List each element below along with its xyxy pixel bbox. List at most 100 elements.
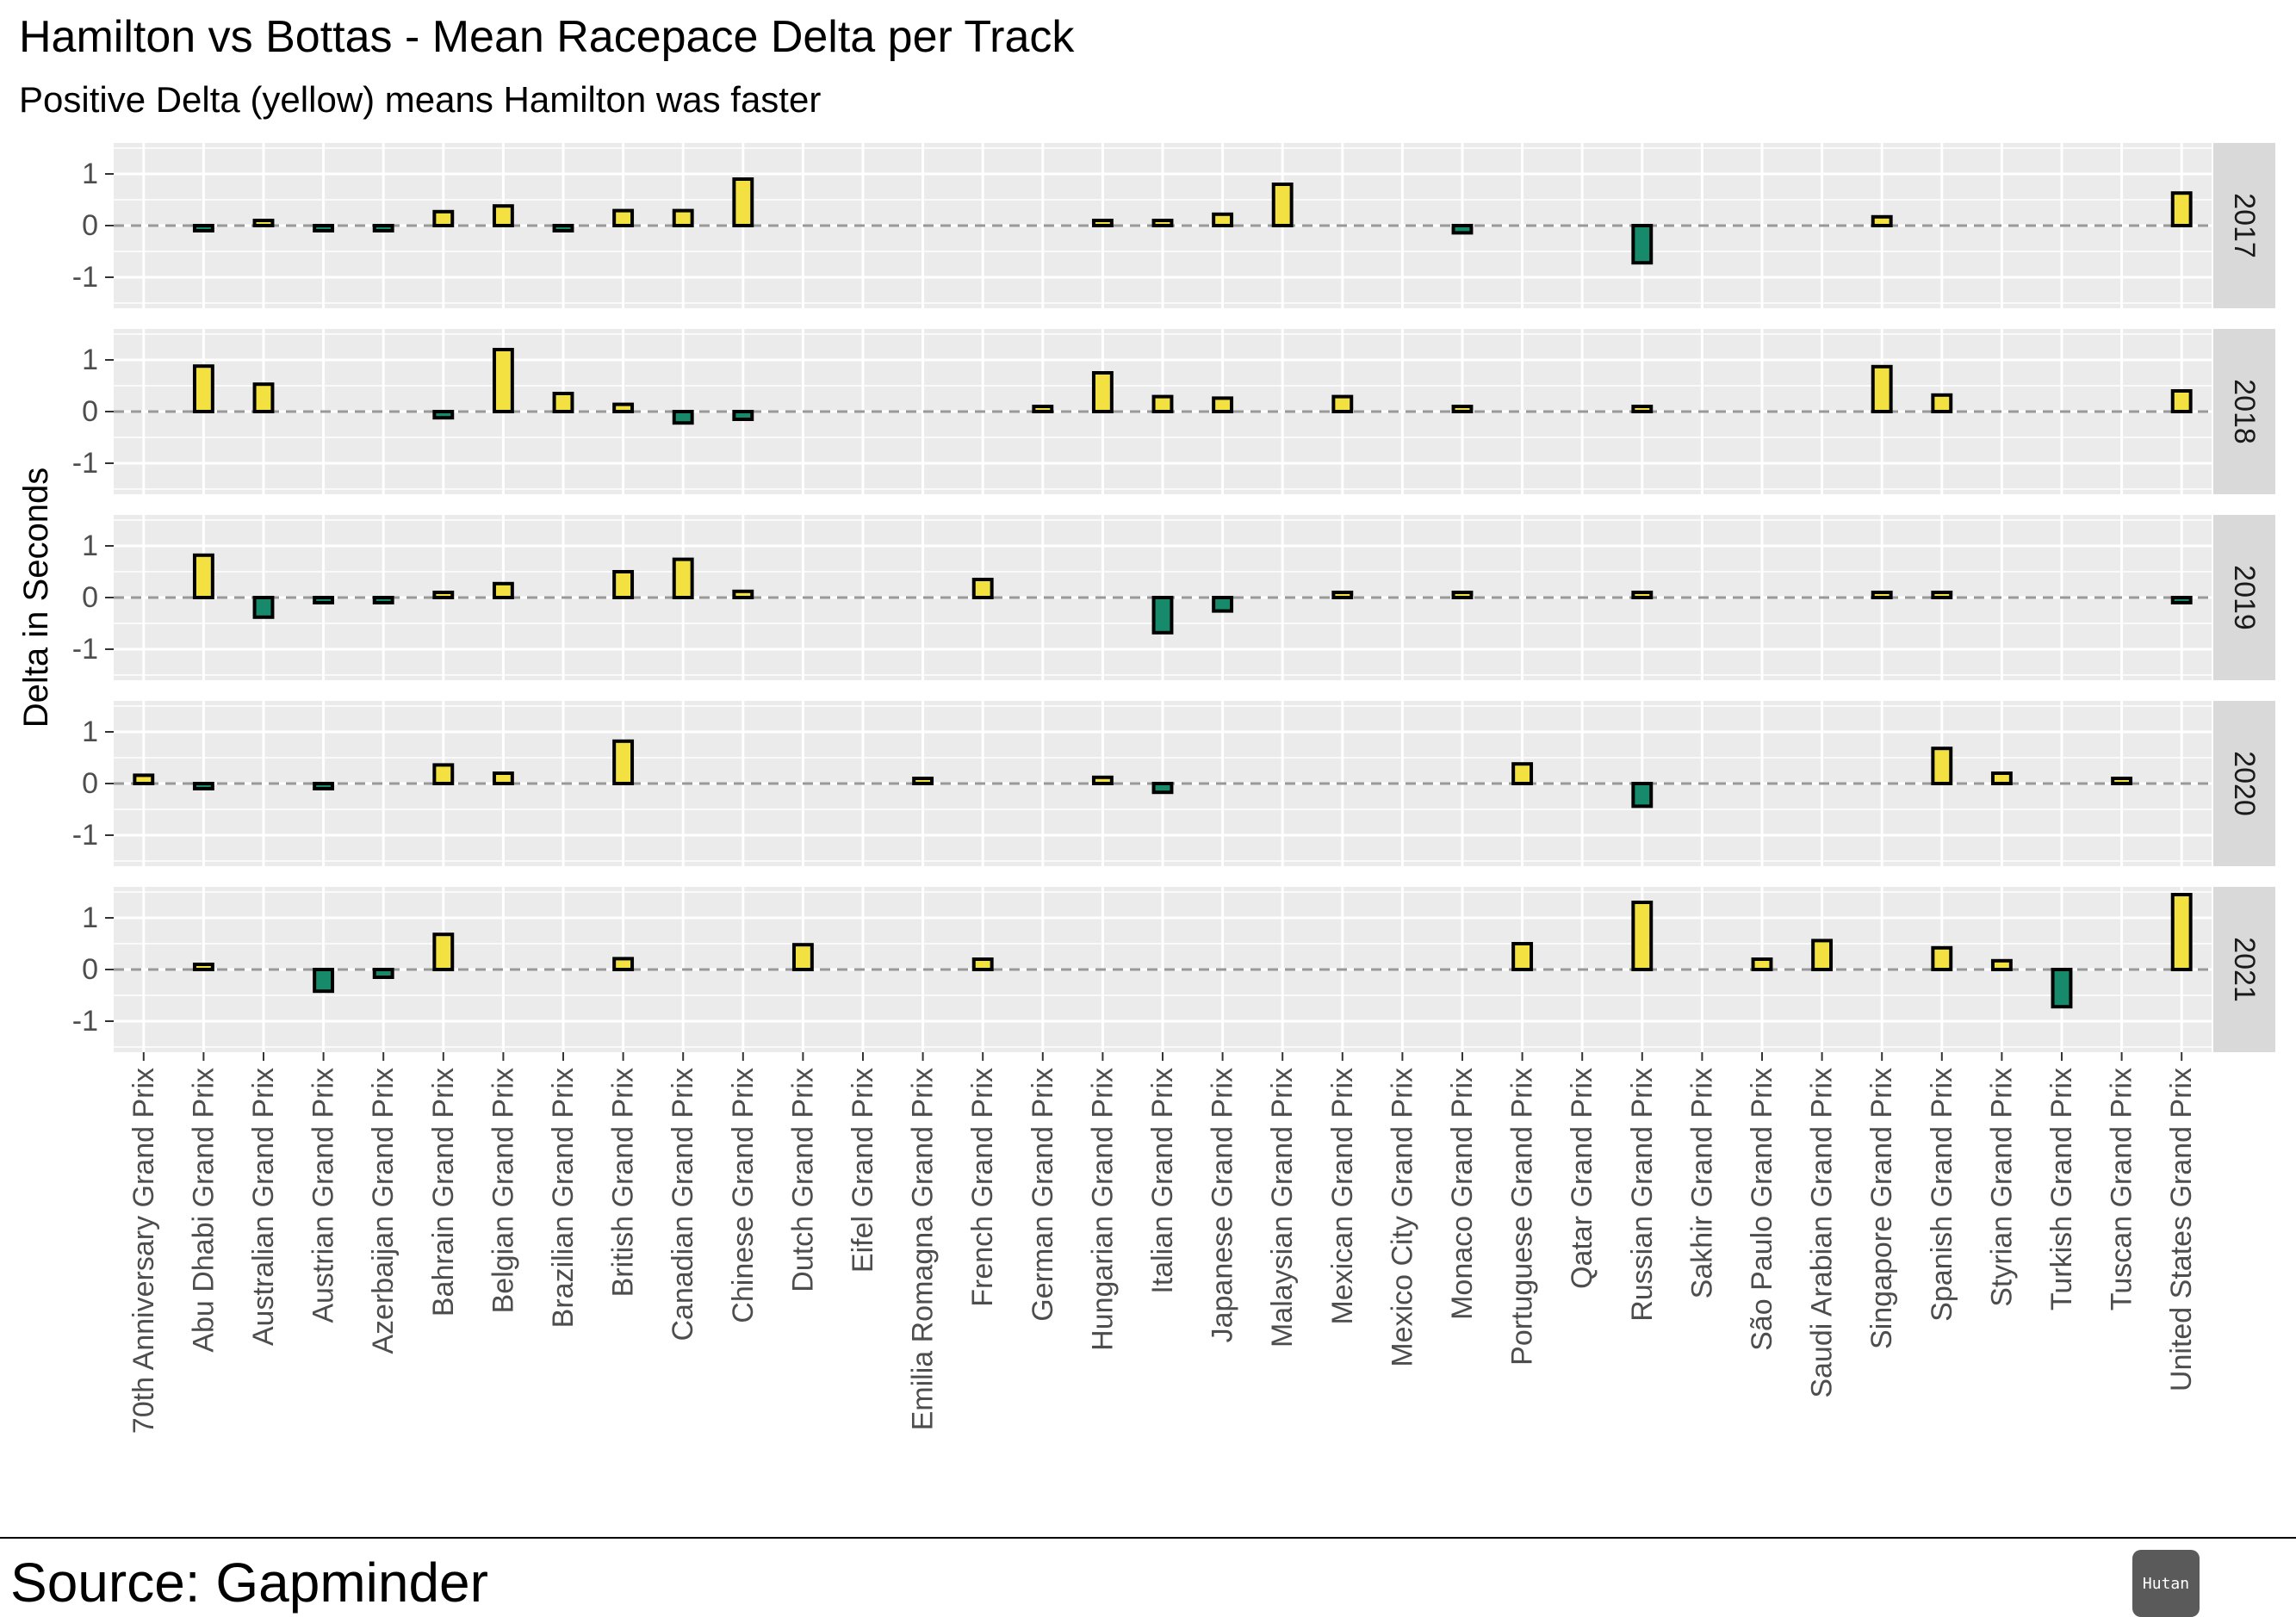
bar-2018-15 bbox=[1032, 405, 1054, 413]
bar-2019-3 bbox=[313, 596, 335, 604]
bar-2019-25 bbox=[1631, 591, 1654, 599]
bar-2017-17 bbox=[1151, 219, 1174, 227]
bar-2021-8 bbox=[612, 957, 635, 972]
bar-2017-3 bbox=[313, 224, 335, 232]
bar-2020-0 bbox=[133, 773, 155, 786]
x-tick-label: Emilia Romagna Grand Prix bbox=[907, 1068, 940, 1430]
x-tick-label: Monaco Grand Prix bbox=[1446, 1068, 1479, 1320]
y-tick-label: -1 bbox=[72, 447, 98, 480]
bar-2021-30 bbox=[1931, 945, 1953, 972]
bar-2018-30 bbox=[1931, 393, 1953, 413]
bar-2020-8 bbox=[612, 739, 635, 785]
bar-2018-2 bbox=[252, 382, 275, 414]
y-tick-label: 0 bbox=[82, 209, 98, 242]
bar-2017-9 bbox=[672, 208, 694, 228]
bar-2018-16 bbox=[1091, 371, 1114, 413]
bar-2017-10 bbox=[732, 177, 754, 227]
bar-2018-18 bbox=[1212, 396, 1234, 413]
y-tick-label: 1 bbox=[82, 344, 98, 376]
bar-2018-8 bbox=[612, 402, 635, 414]
bar-2017-7 bbox=[552, 224, 574, 232]
bar-2020-5 bbox=[432, 763, 455, 786]
x-tick-label: Japanese Grand Prix bbox=[1207, 1068, 1239, 1342]
x-tick-label: Australian Grand Prix bbox=[247, 1068, 280, 1346]
x-tick-label: Singapore Grand Prix bbox=[1865, 1068, 1898, 1349]
bar-2021-27 bbox=[1751, 957, 1773, 971]
bar-2021-5 bbox=[432, 932, 455, 971]
bar-2017-5 bbox=[432, 209, 455, 228]
x-tick-label: Bahrain Grand Prix bbox=[427, 1068, 460, 1317]
bar-2019-10 bbox=[732, 589, 754, 599]
facet-label-2020: 2020 bbox=[2228, 751, 2261, 816]
x-tick-label: Italian Grand Prix bbox=[1146, 1068, 1179, 1294]
x-tick-label: Spanish Grand Prix bbox=[1926, 1068, 1958, 1322]
facet-strip bbox=[2213, 143, 2275, 308]
bar-2021-31 bbox=[1990, 958, 2013, 972]
facet-strip bbox=[2213, 701, 2275, 866]
bar-2017-34 bbox=[2170, 191, 2193, 227]
facet-label-2018: 2018 bbox=[2228, 379, 2261, 444]
bar-2017-8 bbox=[612, 208, 635, 228]
bar-2021-1 bbox=[192, 963, 214, 971]
chart-subtitle: Positive Delta (yellow) means Hamilton w… bbox=[19, 79, 822, 120]
bar-2018-10 bbox=[732, 410, 754, 421]
bar-2017-1 bbox=[192, 224, 214, 232]
bar-2017-29 bbox=[1871, 214, 1893, 228]
x-tick-label: Eifel Grand Prix bbox=[847, 1068, 879, 1273]
bar-2020-23 bbox=[1511, 762, 1534, 786]
facet-strip bbox=[2213, 329, 2275, 494]
bar-2017-2 bbox=[252, 219, 275, 227]
x-tick-label: Qatar Grand Prix bbox=[1566, 1068, 1598, 1289]
x-tick-label: Brazilian Grand Prix bbox=[547, 1068, 580, 1328]
y-tick-label: 0 bbox=[82, 581, 98, 614]
x-tick-label: Malaysian Grand Prix bbox=[1266, 1068, 1299, 1348]
bar-2019-30 bbox=[1931, 591, 1953, 599]
bar-2018-1 bbox=[192, 364, 214, 414]
y-tick-label: 0 bbox=[82, 953, 98, 986]
y-tick-label: 1 bbox=[82, 901, 98, 934]
bar-2017-18 bbox=[1212, 212, 1234, 228]
x-tick-label: Canadian Grand Prix bbox=[667, 1068, 699, 1341]
bar-2018-6 bbox=[492, 348, 514, 413]
facet-strip bbox=[2213, 515, 2275, 680]
facet-label-2019: 2019 bbox=[2228, 565, 2261, 630]
bar-2021-25 bbox=[1631, 901, 1654, 971]
bar-2021-34 bbox=[2170, 893, 2193, 971]
bar-2020-1 bbox=[192, 782, 214, 790]
x-tick-label: Abu Dhabi Grand Prix bbox=[187, 1068, 220, 1353]
x-tick-label: Belgian Grand Prix bbox=[487, 1068, 519, 1313]
bar-2021-32 bbox=[2051, 968, 2073, 1009]
facet-label-2017: 2017 bbox=[2228, 193, 2261, 258]
bar-2018-25 bbox=[1631, 405, 1654, 413]
bar-2018-22 bbox=[1451, 405, 1474, 413]
x-tick-label: São Paulo Grand Prix bbox=[1746, 1068, 1778, 1351]
x-tick-label: Hungarian Grand Prix bbox=[1086, 1068, 1119, 1351]
bar-2018-29 bbox=[1871, 364, 1893, 413]
bar-2021-11 bbox=[791, 943, 814, 971]
bar-2020-17 bbox=[1151, 782, 1174, 795]
bar-2017-4 bbox=[372, 224, 394, 232]
bar-2019-17 bbox=[1151, 596, 1174, 635]
bar-2018-17 bbox=[1151, 394, 1174, 414]
bar-2019-22 bbox=[1451, 591, 1474, 599]
x-tick-label: Saudi Arabian Grand Prix bbox=[1806, 1068, 1839, 1398]
bar-2019-20 bbox=[1331, 591, 1354, 599]
bar-2020-33 bbox=[2111, 777, 2133, 785]
y-tick-label: 1 bbox=[82, 530, 98, 562]
x-tick-label: Mexico City Grand Prix bbox=[1386, 1068, 1418, 1367]
x-tick-label: Portuguese Grand Prix bbox=[1506, 1068, 1539, 1366]
x-tick-label: British Grand Prix bbox=[607, 1068, 640, 1297]
y-axis-title: Delta in Seconds bbox=[17, 468, 55, 728]
bar-2019-4 bbox=[372, 596, 394, 604]
bar-2017-6 bbox=[492, 204, 514, 227]
x-tick-label: Sakhir Grand Prix bbox=[1685, 1068, 1718, 1298]
x-tick-label: 70th Anniversary Grand Prix bbox=[127, 1068, 160, 1434]
bar-2019-9 bbox=[672, 557, 694, 599]
bar-2017-25 bbox=[1631, 224, 1654, 265]
bar-2018-9 bbox=[672, 410, 694, 425]
x-tick-label: French Grand Prix bbox=[966, 1068, 999, 1307]
bar-2021-14 bbox=[971, 957, 994, 971]
x-tick-label: Azerbaijan Grand Prix bbox=[367, 1068, 400, 1354]
bar-2020-30 bbox=[1931, 747, 1953, 786]
bar-2021-3 bbox=[313, 968, 335, 994]
